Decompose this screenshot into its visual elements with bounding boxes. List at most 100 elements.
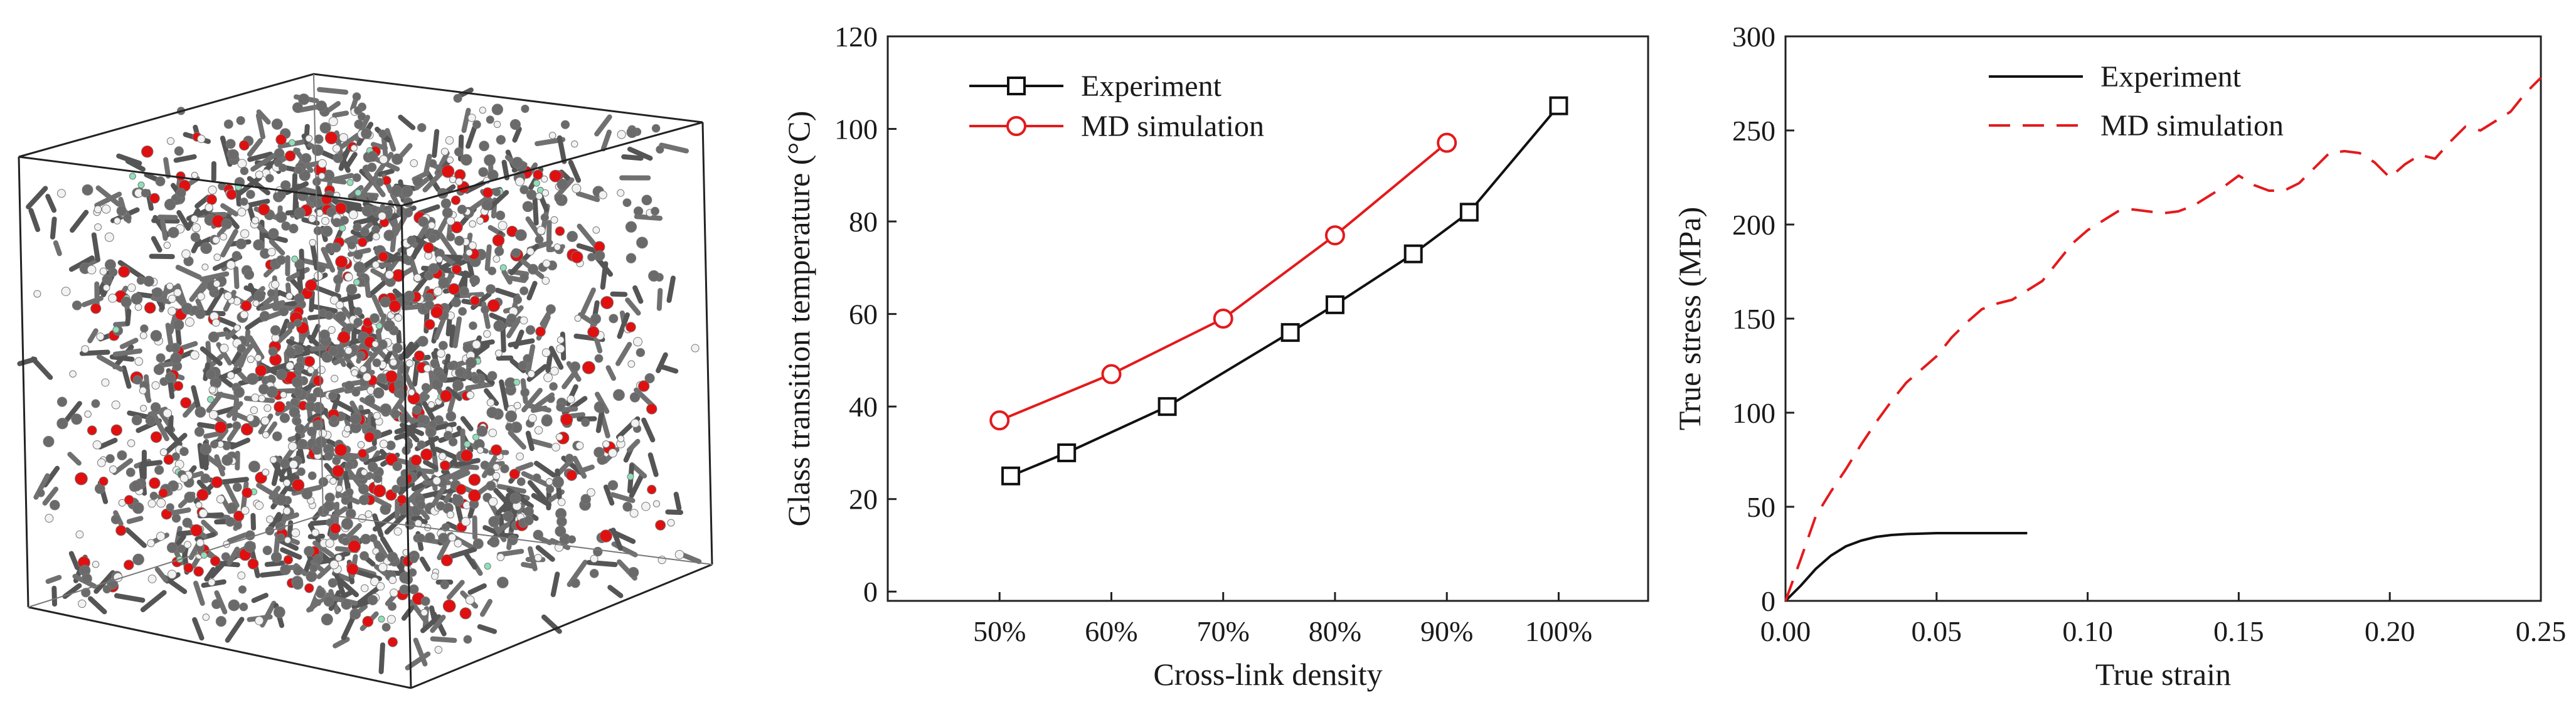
carbon-atom bbox=[345, 461, 354, 470]
carbon-atom bbox=[625, 221, 637, 233]
x-tick-label: 0.10 bbox=[2062, 615, 2113, 647]
hydrogen-atom bbox=[201, 263, 209, 271]
carbon-atom bbox=[331, 242, 341, 253]
hydrogen-atom bbox=[557, 498, 566, 506]
oxygen-atom bbox=[210, 556, 221, 566]
carbon-atom bbox=[360, 534, 371, 544]
bond bbox=[377, 168, 395, 177]
carbon-atom bbox=[312, 387, 324, 398]
bond bbox=[361, 255, 381, 270]
data-point-square bbox=[1403, 244, 1423, 263]
oxygen-atom bbox=[599, 529, 613, 543]
hydrogen-atom bbox=[198, 509, 208, 518]
carbon-atom bbox=[326, 207, 337, 218]
y-tick-label: 200 bbox=[1732, 209, 1775, 241]
carbon-atom bbox=[364, 395, 375, 406]
carbon-atom bbox=[352, 92, 361, 101]
carbon-atom bbox=[445, 411, 457, 422]
bond bbox=[460, 416, 474, 432]
bond bbox=[295, 263, 304, 295]
oxygen-atom bbox=[442, 599, 456, 613]
carbon-atom bbox=[560, 120, 570, 129]
bond bbox=[521, 388, 543, 413]
carbon-atom bbox=[401, 186, 413, 198]
hydrogen-atom bbox=[151, 381, 160, 390]
hydrogen-atom bbox=[379, 440, 388, 448]
x-axis-label: Cross-link density bbox=[1153, 657, 1382, 692]
carbon-atom bbox=[391, 153, 403, 165]
carbon-atom bbox=[607, 480, 619, 490]
bond bbox=[466, 125, 477, 149]
carbon-atom bbox=[521, 104, 530, 114]
x-tick-label: 100% bbox=[1525, 615, 1592, 647]
carbon-atom bbox=[312, 144, 324, 156]
bond bbox=[513, 329, 524, 349]
hydrogen-atom bbox=[390, 588, 398, 597]
carbon-atom bbox=[622, 502, 632, 512]
hydrogen-atom bbox=[427, 401, 435, 409]
bond bbox=[339, 132, 360, 149]
carbon-atom bbox=[454, 147, 464, 157]
carbon-atom bbox=[376, 373, 387, 383]
hydrogen-atom bbox=[468, 241, 477, 250]
carbon-atom bbox=[417, 414, 427, 424]
oxygen-atom bbox=[124, 495, 134, 505]
oxygen-atom bbox=[358, 448, 368, 458]
bond bbox=[452, 316, 462, 349]
carbon-atom bbox=[177, 544, 186, 553]
carbon-atom bbox=[102, 585, 112, 594]
hydrogen-atom bbox=[104, 232, 114, 242]
carbon-atom bbox=[390, 185, 403, 198]
carbon-atom bbox=[289, 406, 301, 418]
bond bbox=[269, 485, 281, 500]
bond bbox=[226, 546, 240, 566]
hydrogen-atom bbox=[309, 239, 317, 246]
bond bbox=[548, 346, 564, 370]
oxygen-atom bbox=[141, 145, 154, 158]
carbon-atom bbox=[465, 357, 477, 369]
carbon-atom bbox=[170, 352, 182, 364]
bond bbox=[96, 354, 124, 372]
bond bbox=[255, 112, 266, 140]
bond bbox=[94, 191, 122, 208]
bond bbox=[401, 605, 415, 621]
carbon-atom bbox=[332, 218, 342, 228]
bond bbox=[506, 315, 522, 339]
box-back-edge bbox=[313, 73, 324, 515]
bond bbox=[580, 287, 596, 315]
legend-label-1: Experiment bbox=[2100, 60, 2242, 93]
carbon-atom bbox=[153, 364, 165, 375]
bond bbox=[311, 284, 341, 299]
oxygen-atom bbox=[410, 454, 422, 466]
carbon-atom bbox=[228, 149, 239, 161]
data-point-circle bbox=[1324, 225, 1345, 246]
carbon-atom bbox=[130, 293, 143, 305]
bond bbox=[545, 350, 553, 373]
hydrogen-atom bbox=[69, 370, 77, 378]
carbon-atom bbox=[319, 329, 330, 341]
bond bbox=[109, 354, 135, 362]
carbon-atom bbox=[368, 595, 378, 605]
hydrogen-atom bbox=[226, 260, 236, 270]
carbon-atom bbox=[625, 253, 637, 263]
hydrogen-atom bbox=[526, 247, 535, 256]
carbon-atom bbox=[472, 120, 481, 129]
carbon-atom bbox=[594, 250, 605, 261]
carbon-atom bbox=[535, 235, 544, 245]
oxygen-atom bbox=[284, 150, 296, 162]
bond bbox=[226, 401, 243, 418]
bond bbox=[116, 153, 142, 166]
hydrogen-atom bbox=[541, 189, 550, 197]
carbon-atom bbox=[301, 153, 312, 164]
carbon-atom bbox=[378, 129, 387, 139]
hydrogen-atom bbox=[359, 365, 367, 373]
hydrogen-atom bbox=[181, 249, 191, 259]
bond bbox=[126, 516, 144, 524]
hydrogen-atom bbox=[93, 205, 102, 213]
carbon-atom bbox=[373, 474, 383, 484]
oxygen-atom bbox=[440, 554, 453, 566]
carbon-atom bbox=[344, 381, 354, 391]
hydrogen-atom bbox=[358, 514, 367, 523]
carbon-atom bbox=[496, 135, 506, 145]
carbon-atom bbox=[132, 375, 142, 385]
